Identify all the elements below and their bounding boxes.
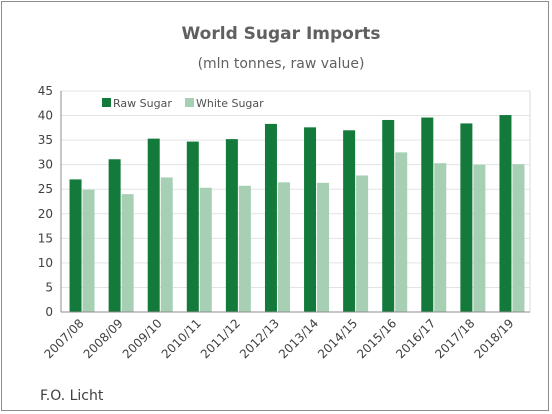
bar-white-sugar (356, 175, 369, 312)
bar-white-sugar (395, 152, 408, 312)
bar-white-sugar (277, 182, 290, 312)
bar-white-sugar (473, 164, 486, 312)
legend-label: White Sugar (196, 97, 264, 110)
x-tick-label: 2017/18 (432, 316, 477, 361)
bar-raw-sugar (264, 123, 277, 312)
x-tick-label: 2007/08 (42, 316, 87, 361)
bar-raw-sugar (304, 127, 317, 312)
y-tick-label: 20 (38, 207, 53, 221)
plot-area (60, 90, 531, 313)
bar-raw-sugar (186, 141, 199, 312)
y-tick-label: 5 (45, 280, 53, 294)
legend: Raw Sugar White Sugar (102, 97, 264, 110)
y-tick-label: 10 (38, 256, 53, 270)
y-tick-label: 15 (38, 231, 53, 245)
y-tick-label: 0 (45, 305, 53, 319)
x-tick-label: 2010/11 (159, 316, 204, 361)
x-tick-label: 2014/15 (315, 316, 360, 361)
bar-raw-sugar (421, 117, 434, 313)
x-tick-label: 2015/16 (354, 316, 399, 361)
bars (69, 115, 525, 313)
legend-label: Raw Sugar (113, 97, 172, 110)
bar-white-sugar (512, 164, 525, 312)
bar-raw-sugar (382, 119, 395, 312)
bar-white-sugar (434, 163, 447, 312)
bar-white-sugar (160, 177, 173, 312)
chart-subtitle: (mln tonnes, raw value) (198, 56, 365, 72)
bar-raw-sugar (499, 115, 512, 312)
legend-swatch (102, 98, 111, 107)
bar-white-sugar (199, 187, 212, 312)
x-tick-label: 2011/12 (198, 316, 243, 361)
y-tick-label: 35 (38, 133, 53, 147)
bar-white-sugar (317, 182, 330, 312)
x-tick-label: 2013/14 (276, 316, 321, 361)
bar-raw-sugar (343, 130, 356, 312)
bar-raw-sugar (225, 139, 238, 312)
bar-raw-sugar (147, 138, 160, 312)
y-tick-label: 30 (38, 158, 53, 172)
x-tick-label: 2008/09 (81, 316, 126, 361)
bar-raw-sugar (69, 179, 82, 312)
x-tick-label: 2018/19 (471, 316, 516, 361)
bar-raw-sugar (460, 123, 473, 312)
chart-title: World Sugar Imports (182, 24, 381, 44)
x-tick-label: 2009/10 (120, 316, 165, 361)
bar-raw-sugar (108, 159, 121, 312)
x-tick-label: 2016/17 (393, 316, 438, 361)
y-tick-label: 45 (38, 84, 53, 98)
bar-white-sugar (82, 189, 95, 312)
source-note: F.O. Licht (40, 388, 104, 404)
legend-swatch (185, 98, 194, 107)
bar-white-sugar (238, 185, 251, 312)
y-tick-label: 25 (38, 182, 53, 196)
grid (60, 90, 531, 313)
x-tick-label: 2012/13 (237, 316, 282, 361)
y-tick-label: 40 (38, 109, 53, 123)
bar-white-sugar (121, 194, 134, 312)
